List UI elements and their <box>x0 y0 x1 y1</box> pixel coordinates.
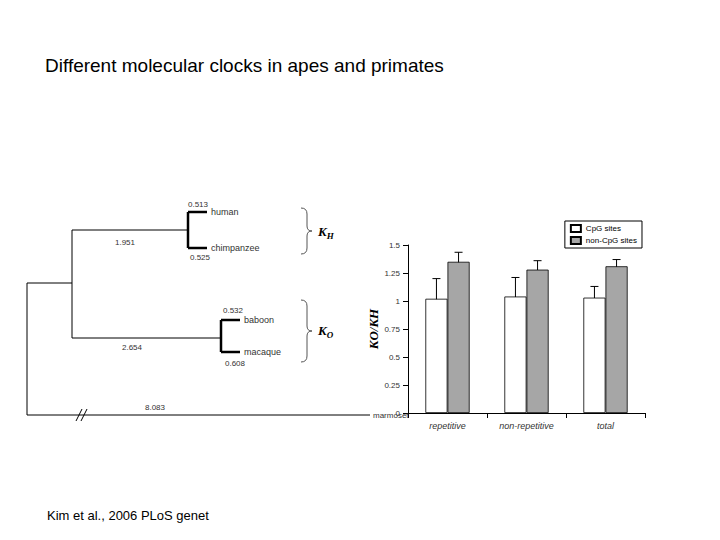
svg-text:1.25: 1.25 <box>384 269 400 278</box>
svg-text:0.525: 0.525 <box>190 253 211 262</box>
svg-text:0: 0 <box>396 409 401 418</box>
svg-text:8.083: 8.083 <box>145 403 166 412</box>
svg-text:0.5: 0.5 <box>389 353 401 362</box>
svg-text:baboon: baboon <box>244 315 274 325</box>
svg-text:0.608: 0.608 <box>225 359 246 368</box>
svg-text:KO: KO <box>317 323 334 340</box>
svg-text:KH: KH <box>317 224 335 241</box>
svg-text:chimpanzee: chimpanzee <box>211 243 260 253</box>
svg-text:0.532: 0.532 <box>223 306 244 315</box>
svg-text:1.5: 1.5 <box>389 241 401 250</box>
svg-text:total: total <box>597 421 615 431</box>
svg-text:0.75: 0.75 <box>384 325 400 334</box>
svg-text:0.513: 0.513 <box>188 200 209 209</box>
svg-text:1: 1 <box>396 297 401 306</box>
html-text:Different molecular clocks in: Different molecular clocks in apes and p… <box>45 55 444 76</box>
svg-text:KO/KH: KO/KH <box>366 308 381 350</box>
svg-text:1.951: 1.951 <box>115 238 136 247</box>
svg-text:marmoset: marmoset <box>373 411 409 420</box>
svg-text:0.25: 0.25 <box>384 381 400 390</box>
html-text:Kim et al., 2006 PLoS genet: Kim et al., 2006 PLoS genet <box>47 508 209 523</box>
svg-text:2.654: 2.654 <box>122 343 143 352</box>
svg-text:macaque: macaque <box>244 347 281 357</box>
svg-text:non-CpG sites: non-CpG sites <box>586 236 637 245</box>
svg-text:CpG sites: CpG sites <box>586 224 621 233</box>
svg-text:repetitive: repetitive <box>429 421 466 431</box>
svg-text:non-repetitive: non-repetitive <box>499 421 554 431</box>
svg-text:human: human <box>211 207 239 217</box>
